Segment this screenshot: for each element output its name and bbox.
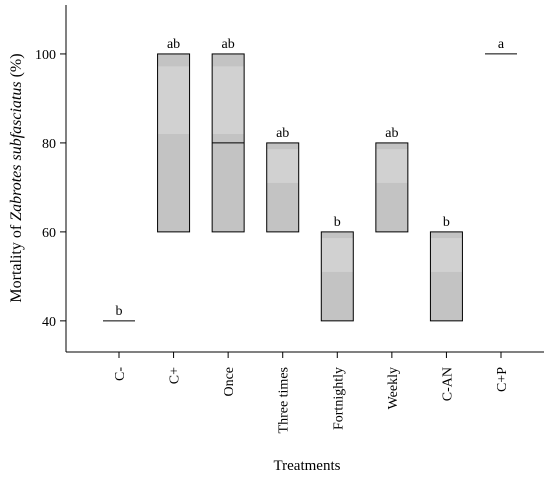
- y-axis-title: Mortality of Zabrotes subfasciatus (%): [8, 53, 25, 302]
- significance-letter: b: [116, 304, 123, 319]
- box-outline: [375, 142, 409, 233]
- box-c-: b: [103, 304, 135, 322]
- x-tick-label: Fortnightly: [331, 367, 346, 430]
- x-tick-label: C+P: [495, 367, 510, 392]
- significance-letter: ab: [167, 37, 180, 52]
- box-highlight: [375, 149, 408, 183]
- x-tick-label: C-AN: [440, 367, 455, 401]
- box-highlight: [266, 149, 299, 183]
- y-tick-label: 100: [35, 48, 56, 63]
- x-tick-label: C+: [168, 367, 183, 384]
- box-weekly: ab: [375, 126, 409, 233]
- box-outline: [429, 231, 463, 322]
- box-outline: [157, 53, 191, 233]
- x-tick-label: Three times: [277, 367, 292, 433]
- box-c-: ab: [157, 37, 191, 233]
- y-tick-label: 60: [42, 226, 56, 241]
- y-tick-label: 40: [42, 315, 56, 330]
- plot-area: b ab ab ab b ab b a: [103, 37, 517, 322]
- significance-letter: b: [334, 215, 341, 230]
- significance-letter: b: [443, 215, 450, 230]
- box-c-p: a: [485, 37, 517, 55]
- box-once: ab: [211, 37, 245, 233]
- x-tick-label: Weekly: [386, 367, 401, 409]
- significance-letter: a: [498, 37, 505, 52]
- y-axis: 40 60 80 100: [35, 5, 67, 352]
- box-outline: [266, 142, 300, 233]
- x-axis: C- C+ Once Three times Fortnightly Weekly C-AN…: [66, 351, 544, 433]
- x-tick-label: C-: [113, 367, 128, 381]
- x-axis-title: Treatments: [274, 458, 341, 474]
- box-outline: [320, 231, 354, 322]
- box-three-times: ab: [266, 126, 300, 233]
- box-fortnightly: b: [320, 215, 354, 322]
- box-highlight: [430, 238, 463, 272]
- significance-letter: ab: [385, 126, 398, 141]
- box-highlight: [321, 238, 354, 272]
- box-c-an: b: [429, 215, 463, 322]
- box-highlight: [212, 66, 245, 135]
- significance-letter: ab: [222, 37, 235, 52]
- significance-letter: ab: [276, 126, 289, 141]
- y-tick-label: 80: [42, 137, 56, 152]
- box-highlight: [157, 66, 190, 135]
- x-tick-label: Once: [222, 367, 237, 397]
